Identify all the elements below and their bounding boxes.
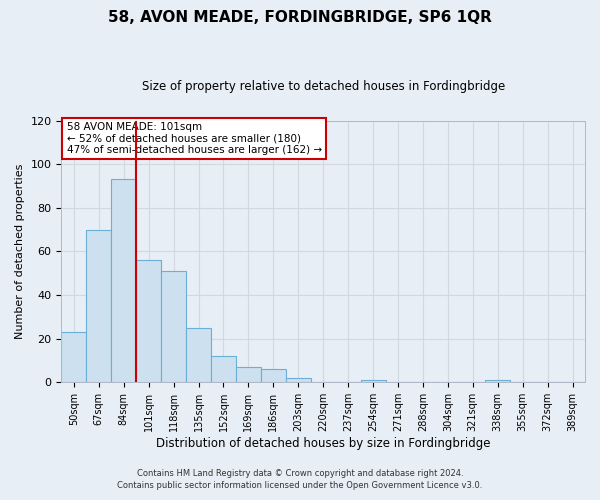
- X-axis label: Distribution of detached houses by size in Fordingbridge: Distribution of detached houses by size …: [156, 437, 490, 450]
- Text: 58 AVON MEADE: 101sqm
← 52% of detached houses are smaller (180)
47% of semi-det: 58 AVON MEADE: 101sqm ← 52% of detached …: [67, 122, 322, 155]
- Bar: [61, 332, 86, 382]
- Title: Size of property relative to detached houses in Fordingbridge: Size of property relative to detached ho…: [142, 80, 505, 93]
- Bar: [485, 380, 510, 382]
- Bar: [261, 370, 286, 382]
- Y-axis label: Number of detached properties: Number of detached properties: [15, 164, 25, 339]
- Bar: [286, 378, 311, 382]
- Bar: [361, 380, 386, 382]
- Bar: [211, 356, 236, 382]
- Bar: [86, 230, 111, 382]
- Bar: [111, 180, 136, 382]
- Text: 58, AVON MEADE, FORDINGBRIDGE, SP6 1QR: 58, AVON MEADE, FORDINGBRIDGE, SP6 1QR: [108, 10, 492, 25]
- Bar: [236, 367, 261, 382]
- Text: Contains HM Land Registry data © Crown copyright and database right 2024.
Contai: Contains HM Land Registry data © Crown c…: [118, 468, 482, 490]
- Bar: [186, 328, 211, 382]
- Bar: [161, 271, 186, 382]
- Bar: [136, 260, 161, 382]
